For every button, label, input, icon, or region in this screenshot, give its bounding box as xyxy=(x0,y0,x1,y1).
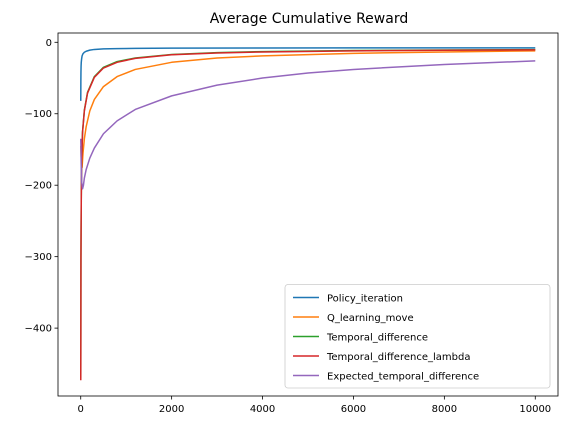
x-tick-label: 0 xyxy=(78,404,84,415)
legend-label-3: Temporal_difference xyxy=(326,333,428,344)
legend-label-4: Temporal_difference_lambda xyxy=(326,352,470,363)
legend-label-2: Q_learning_move xyxy=(327,313,414,324)
plot-frame xyxy=(57,32,559,397)
series-line-5 xyxy=(80,60,536,190)
y-axis: 0 −100 −200 −300 −400 xyxy=(25,38,58,335)
x-tick-label: 6000 xyxy=(341,404,366,415)
y-tick-label: −100 xyxy=(25,109,52,120)
y-tick-label: −400 xyxy=(25,324,52,335)
x-axis: 0 2000 4000 6000 8000 10000 xyxy=(78,396,551,415)
y-tick-label: 0 xyxy=(46,38,52,49)
legend-label-5: Expected_temporal_difference xyxy=(327,372,479,383)
x-tick-label: 8000 xyxy=(432,404,457,415)
legend-box xyxy=(284,284,551,389)
x-tick-label: 4000 xyxy=(250,404,275,415)
y-tick-label: −300 xyxy=(25,252,52,263)
series-line-1 xyxy=(80,47,536,101)
y-tick-label: −200 xyxy=(25,181,52,192)
chart-title: Average Cumulative Reward xyxy=(210,11,408,27)
x-tick-label: 2000 xyxy=(159,404,184,415)
series-line-4 xyxy=(80,49,536,381)
series-layer xyxy=(80,47,536,381)
x-tick-label: 10000 xyxy=(519,404,551,415)
legend: Policy_iteration Q_learning_move Temporal_… xyxy=(284,284,551,389)
legend-label-1: Policy_iteration xyxy=(327,294,403,305)
